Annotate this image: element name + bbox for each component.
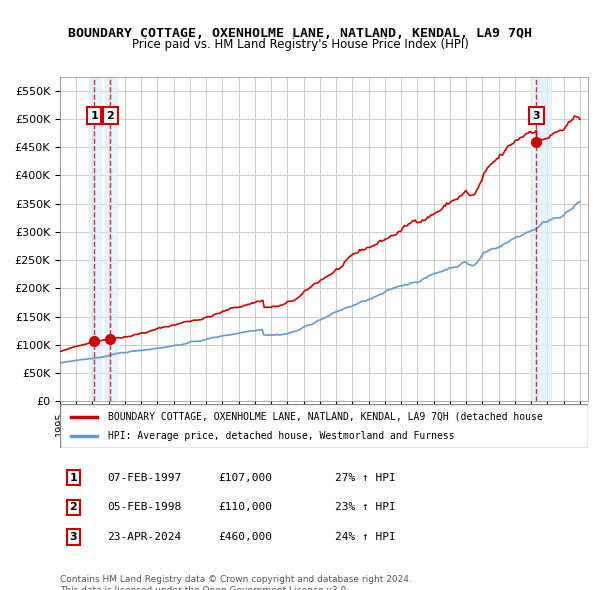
Text: 1: 1 [90, 111, 98, 120]
Text: BOUNDARY COTTAGE, OXENHOLME LANE, NATLAND, KENDAL, LA9 7QH (detached house: BOUNDARY COTTAGE, OXENHOLME LANE, NATLAN… [107, 412, 542, 421]
Text: 05-FEB-1998: 05-FEB-1998 [107, 503, 182, 512]
Text: 3: 3 [533, 111, 541, 120]
Text: 23% ↑ HPI: 23% ↑ HPI [335, 503, 395, 512]
Text: 3: 3 [70, 532, 77, 542]
Text: £460,000: £460,000 [218, 532, 272, 542]
Text: Price paid vs. HM Land Registry's House Price Index (HPI): Price paid vs. HM Land Registry's House … [131, 38, 469, 51]
Bar [531, 77, 551, 401]
Text: £110,000: £110,000 [218, 503, 272, 512]
Text: HPI: Average price, detached house, Westmorland and Furness: HPI: Average price, detached house, West… [107, 431, 454, 441]
Text: Contains HM Land Registry data © Crown copyright and database right 2024.
This d: Contains HM Land Registry data © Crown c… [60, 575, 412, 590]
Text: 23-APR-2024: 23-APR-2024 [107, 532, 182, 542]
Text: 1: 1 [70, 473, 77, 483]
FancyBboxPatch shape [60, 404, 588, 448]
Text: 07-FEB-1997: 07-FEB-1997 [107, 473, 182, 483]
Bar [106, 77, 117, 401]
Text: 27% ↑ HPI: 27% ↑ HPI [335, 473, 395, 483]
Text: 2: 2 [70, 503, 77, 512]
Text: 2: 2 [106, 111, 114, 120]
Bar [89, 77, 101, 401]
Text: 24% ↑ HPI: 24% ↑ HPI [335, 532, 395, 542]
Text: £107,000: £107,000 [218, 473, 272, 483]
Text: BOUNDARY COTTAGE, OXENHOLME LANE, NATLAND, KENDAL, LA9 7QH: BOUNDARY COTTAGE, OXENHOLME LANE, NATLAN… [68, 27, 532, 40]
